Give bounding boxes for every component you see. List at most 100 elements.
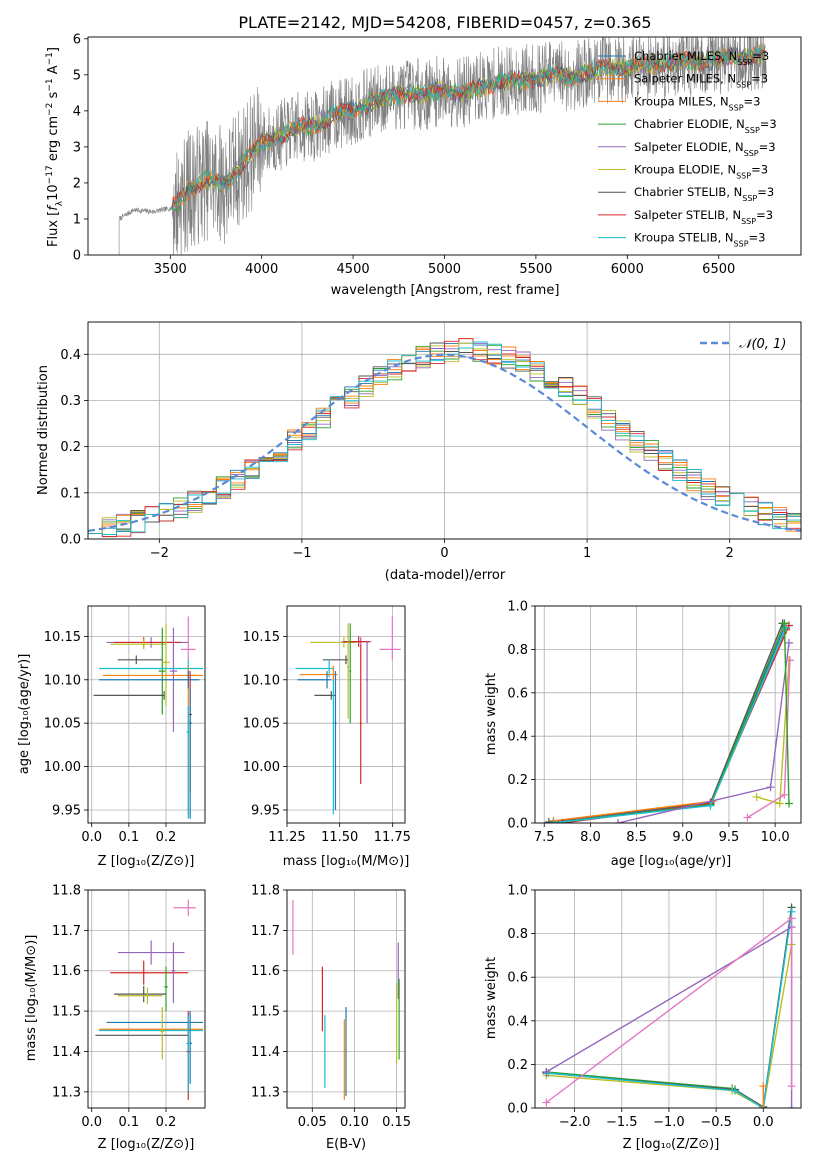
residuals-xtick-label-3: 1 xyxy=(583,546,591,561)
age-vs-Z-ylabel: age [log₁₀(age/yr)] xyxy=(17,654,32,775)
spectrum-legend: Chabrier MILES, NSSP=3 Salpeter MILES, NS… xyxy=(598,49,777,248)
mass_vs_Z-ytick-label-0: 11.3 xyxy=(52,1085,81,1100)
spectrum-ytick-label-4: 4 xyxy=(73,104,81,119)
weight_vs_Z-marker-6-1 xyxy=(787,914,796,923)
weight-vs-age-ylabel: mass weight xyxy=(484,673,499,755)
residuals-ytick-label-4: 0.4 xyxy=(60,348,81,363)
mass_vs_Z-ytick-label-4: 11.7 xyxy=(52,924,81,939)
mass-vs-Z-xlabel: Z [log₁₀(Z/Z⊙)] xyxy=(98,1137,195,1152)
spectrum-ylabel-s: s xyxy=(46,91,61,102)
weight_vs_age-ytick-label-3: 0.6 xyxy=(507,686,528,701)
residuals-xtick-label-2: 0 xyxy=(440,546,448,561)
weight_vs_age-marker-9-1 xyxy=(784,799,793,808)
spectrum-ytick-label-2: 2 xyxy=(73,176,81,191)
mass-vs-Z-plot-area: 0.0 0.1 0.2 11.3 11.4 11.5 11.6 11.7 11.8 xyxy=(52,884,206,1130)
mass_vs_Z-ytick-label-3: 11.6 xyxy=(52,964,81,979)
spectrum-xtick-label-6: 6500 xyxy=(702,262,735,277)
spectrum-ytick-label-6: 6 xyxy=(73,32,81,47)
spectrum-ylabel-exp2: −2 xyxy=(45,103,55,116)
gauss-legend-label: 𝒩(0, 1) xyxy=(739,337,786,352)
weight_vs_age-marker-9-0 xyxy=(780,619,789,628)
age_vs_Z-ytick-label-4: 10.15 xyxy=(44,630,81,645)
weight_vs_age-ytick-label-0: 0.0 xyxy=(507,817,528,832)
spectrum-frame xyxy=(87,36,802,256)
weight_vs_Z-marker-5-0 xyxy=(542,1068,551,1077)
mass_vs_Z-ytick-label-1: 11.4 xyxy=(52,1045,81,1060)
spectrum-xtick-label-2: 4500 xyxy=(337,262,370,277)
spectrum-model-4 xyxy=(171,45,766,216)
spectrum-xlabel: wavelength [Angstrom, rest frame] xyxy=(331,283,560,298)
weight_vs_age-marker-7-0 xyxy=(752,792,761,801)
spectrum-ylabel-a: A xyxy=(46,65,61,78)
spectrum-ytick-label-5: 5 xyxy=(73,68,81,83)
age_vs_mass-ytick-label-3: 10.10 xyxy=(243,673,280,688)
gauss-legend: 𝒩(0, 1) xyxy=(700,337,786,352)
spectrum-marks xyxy=(118,37,767,255)
mass_vs_ebv-frame xyxy=(286,889,406,1109)
weight_vs_Z-marker-4-1 xyxy=(759,1104,768,1108)
spectrum-xtick-label-3: 5000 xyxy=(428,262,461,277)
residuals-ytick-label-1: 0.1 xyxy=(60,486,81,501)
age_vs_Z-ytick-label-1: 10.00 xyxy=(44,760,81,775)
age_vs_mass-xtick-label-1: 11.50 xyxy=(321,830,358,845)
spectrum-legend-value-8: =3 xyxy=(749,231,766,245)
weight_vs_age-ytick-label-1: 0.2 xyxy=(507,773,528,788)
spectrum-xtick-label-0: 3500 xyxy=(154,262,187,277)
weight_vs_age-series-1 xyxy=(553,627,786,823)
weight_vs_age-xtick-label-4: 9.5 xyxy=(719,830,740,845)
spectrum-legend-sub-0: SSP xyxy=(737,58,752,67)
spectrum-legend-value-7: =3 xyxy=(756,208,773,222)
spectrum-legend-sub-6: SSP xyxy=(742,194,757,203)
spectrum-legend-sub-1: SSP xyxy=(736,80,751,89)
spectrum-legend-label-1: Salpeter MILES, NSSP=3 xyxy=(634,72,768,90)
residuals-plot-area: −2 −1 0 1 2 0.0 0.1 0.2 0.3 0.4 xyxy=(60,321,802,561)
weight_vs_Z-frame xyxy=(534,889,802,1109)
spectrum-legend-value-2: =3 xyxy=(744,94,761,108)
residuals-frame xyxy=(87,321,802,540)
mass_vs_ebv-ytick-label-0: 11.3 xyxy=(251,1085,280,1100)
weight_vs_Z-ytick-label-5: 1.0 xyxy=(507,884,528,899)
weight_vs_age-marker-5-1 xyxy=(706,801,715,810)
weight_vs_age-xtick-label-3: 9.0 xyxy=(672,830,693,845)
weight_vs_age-series-5 xyxy=(553,627,787,823)
mass-vs-ebv-plot-area: 0.05 0.10 0.15 11.3 11.4 11.5 11.6 11.7 11.8 xyxy=(251,884,411,1131)
spectrum-legend-label-7: Salpeter STELIB, NSSP=3 xyxy=(634,208,773,226)
weight_vs_Z-xtick-label-3: −0.5 xyxy=(700,1115,732,1130)
spectrum-ylabel-exp3: −1 xyxy=(45,78,55,91)
age-vs-mass-xlabel: mass [log₁₀(M/M⊙)] xyxy=(283,854,410,869)
weight_vs_age-marker-8-2 xyxy=(785,656,794,665)
age_vs_Z-xtick-label-0: 0.0 xyxy=(81,830,102,845)
spectrum-xtick-label-4: 5500 xyxy=(519,262,552,277)
weight_vs_age-xtick-label-2: 8.5 xyxy=(626,830,647,845)
age_vs_mass-ytick-label-2: 10.05 xyxy=(243,717,280,732)
weight_vs_Z-marker-5-2 xyxy=(787,1104,796,1108)
spectrum-ytick-label-3: 3 xyxy=(73,140,81,155)
weight-vs-Z-ylabel: mass weight xyxy=(484,957,499,1039)
spectrum-ytick-label-1: 1 xyxy=(73,212,81,227)
residuals-xlabel: (data-model)/error xyxy=(385,568,506,583)
weight_vs_age-ytick-label-5: 1.0 xyxy=(507,600,528,615)
spectrum-ylabel-exp4: −1 xyxy=(45,52,55,65)
age-vs-mass-panel: 11.25 11.50 11.759.9510.0010.0510.1010.15 … xyxy=(243,605,411,869)
weight_vs_Z-xtick-label-2: −1.0 xyxy=(653,1115,685,1130)
weight_vs_age-marker-3-0 xyxy=(558,819,567,823)
spectrum-legend-sub-5: SSP xyxy=(736,171,751,180)
spectrum-legend-sub-4: SSP xyxy=(744,148,759,157)
mass-vs-Z-panel: 0.0 0.1 0.2 11.3 11.4 11.5 11.6 11.7 11.8 Z [log… xyxy=(24,884,206,1152)
residuals-ytick-label-3: 0.3 xyxy=(60,394,81,409)
weight_vs_Z-ytick-label-0: 0.0 xyxy=(507,1102,528,1117)
spectrum-model-8 xyxy=(171,44,766,211)
mass_vs_Z-xtick-label-0: 0.0 xyxy=(81,1115,102,1130)
weight-vs-age-plot-area: 7.5 8.0 8.5 9.0 9.5 10.0 0.0 0.2 0.4 0.6 0.8 1.0 xyxy=(507,600,802,845)
weight_vs_age-marker-6-2 xyxy=(784,638,793,647)
spectrum-legend-sub-7: SSP xyxy=(741,216,756,225)
weight_vs_Z-ytick-label-3: 0.6 xyxy=(507,971,528,986)
mass_vs_ebv-ytick-label-5: 11.8 xyxy=(251,884,280,899)
weight_vs_Z-ytick-label-2: 0.4 xyxy=(507,1014,528,1029)
weight_vs_Z-xtick-label-4: 0.0 xyxy=(753,1115,774,1130)
spectrum-legend-label-8: Kroupa STELIB, NSSP=3 xyxy=(634,231,765,249)
age-vs-Z-plot-area: 0.0 0.1 0.2 9.95 10.00 10.05 10.10 10.15 xyxy=(44,605,206,845)
age_vs_Z-xtick-label-1: 0.1 xyxy=(119,830,140,845)
weight_vs_age-series-9 xyxy=(783,623,790,804)
